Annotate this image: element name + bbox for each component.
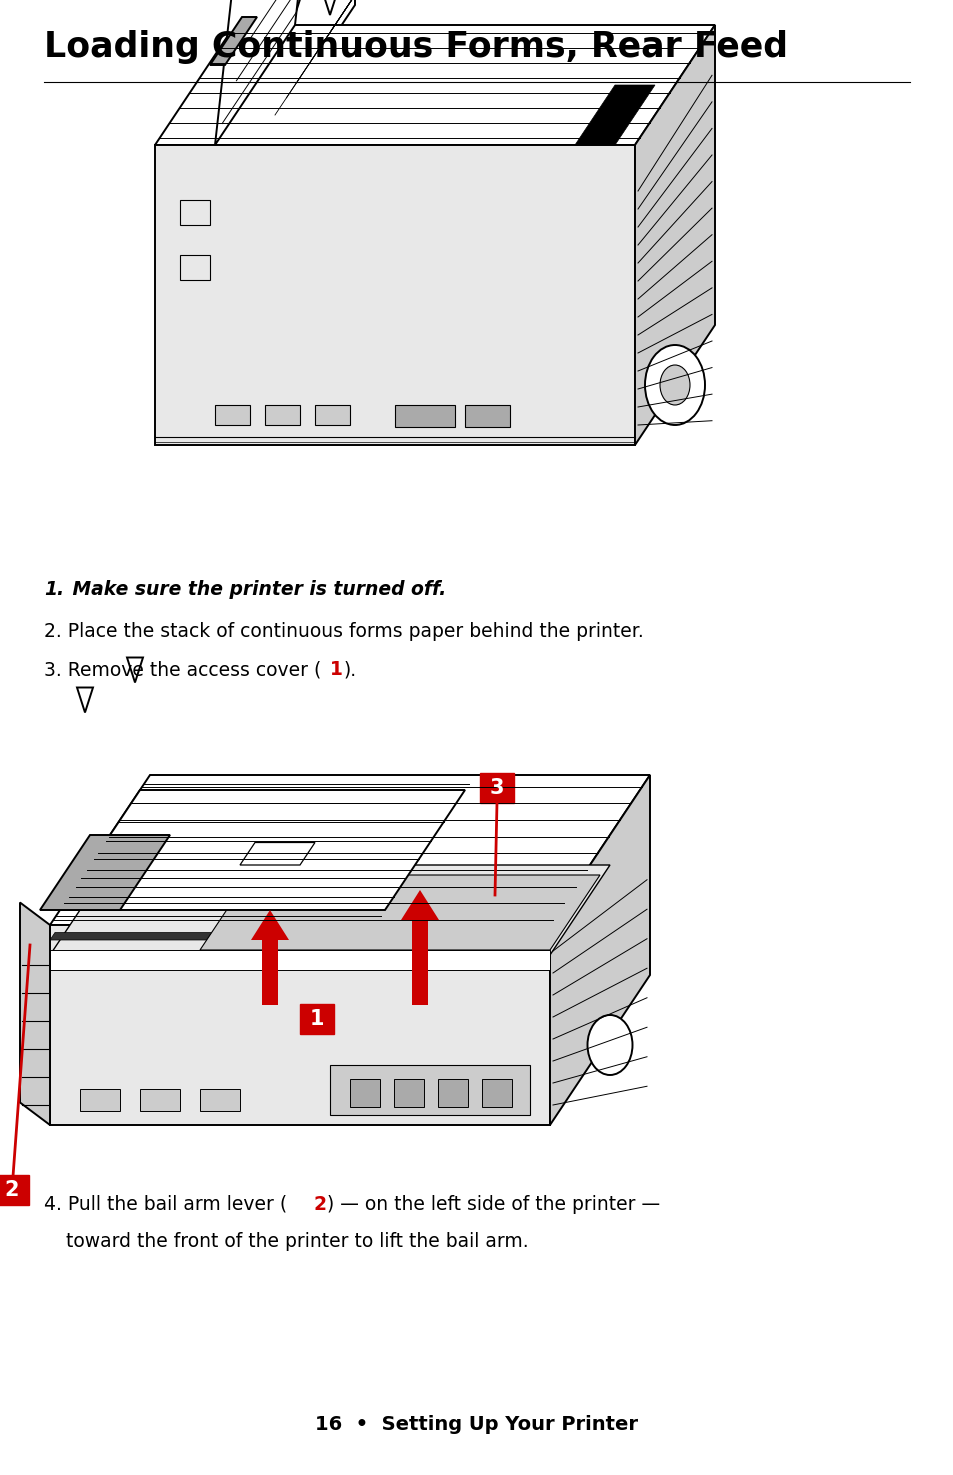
- Polygon shape: [40, 835, 170, 910]
- Ellipse shape: [659, 364, 689, 406]
- Text: 4. Pull the bail arm lever (: 4. Pull the bail arm lever (: [44, 1195, 287, 1214]
- Polygon shape: [575, 86, 655, 145]
- Polygon shape: [154, 25, 714, 145]
- Polygon shape: [20, 903, 50, 1125]
- Bar: [214, 406, 250, 425]
- Text: 2: 2: [5, 1180, 19, 1201]
- Polygon shape: [50, 925, 550, 1125]
- Text: Loading Continuous Forms, Rear Feed: Loading Continuous Forms, Rear Feed: [44, 30, 787, 63]
- Polygon shape: [77, 687, 92, 712]
- Bar: [265, 406, 299, 425]
- FancyArrow shape: [251, 910, 289, 1004]
- Text: ) — on the left side of the printer —: ) — on the left side of the printer —: [327, 1195, 659, 1214]
- Text: 1: 1: [330, 659, 342, 679]
- Polygon shape: [635, 25, 714, 445]
- Text: 3. Remove the access cover (: 3. Remove the access cover (: [44, 659, 321, 679]
- Text: toward the front of the printer to lift the bail arm.: toward the front of the printer to lift …: [66, 1232, 528, 1251]
- Bar: [0, 1176, 29, 1205]
- Bar: [350, 1080, 379, 1108]
- Bar: [330, 1065, 530, 1115]
- Text: 3: 3: [489, 777, 504, 798]
- Polygon shape: [200, 875, 599, 950]
- Ellipse shape: [587, 1015, 632, 1075]
- Text: ).: ).: [344, 659, 356, 679]
- Polygon shape: [60, 791, 464, 910]
- Bar: [481, 1080, 512, 1108]
- Polygon shape: [210, 18, 256, 65]
- Text: 1: 1: [310, 1009, 324, 1030]
- Bar: [80, 1089, 120, 1111]
- Bar: [180, 255, 210, 280]
- Polygon shape: [214, 0, 314, 145]
- Polygon shape: [127, 658, 143, 683]
- Polygon shape: [274, 0, 355, 125]
- Bar: [180, 201, 210, 226]
- Polygon shape: [287, 0, 303, 15]
- Text: 2. Place the stack of continuous forms paper behind the printer.: 2. Place the stack of continuous forms p…: [44, 622, 643, 642]
- Polygon shape: [550, 774, 649, 1125]
- Ellipse shape: [644, 345, 704, 425]
- Text: 2: 2: [314, 1195, 327, 1214]
- Polygon shape: [50, 864, 609, 954]
- Bar: [140, 1089, 180, 1111]
- Bar: [299, 1004, 334, 1034]
- Bar: [479, 773, 514, 802]
- Polygon shape: [50, 774, 649, 925]
- Polygon shape: [154, 145, 635, 445]
- Text: 1.: 1.: [44, 580, 64, 599]
- Polygon shape: [322, 0, 337, 15]
- Bar: [437, 1080, 468, 1108]
- Text: Make sure the printer is turned off.: Make sure the printer is turned off.: [66, 580, 446, 599]
- FancyArrow shape: [400, 889, 438, 1004]
- Polygon shape: [50, 932, 555, 940]
- Bar: [394, 1080, 423, 1108]
- Text: 16  •  Setting Up Your Printer: 16 • Setting Up Your Printer: [315, 1415, 638, 1434]
- Polygon shape: [50, 950, 550, 971]
- Bar: [200, 1089, 240, 1111]
- Bar: [314, 406, 350, 425]
- Bar: [464, 406, 510, 426]
- Bar: [395, 406, 455, 426]
